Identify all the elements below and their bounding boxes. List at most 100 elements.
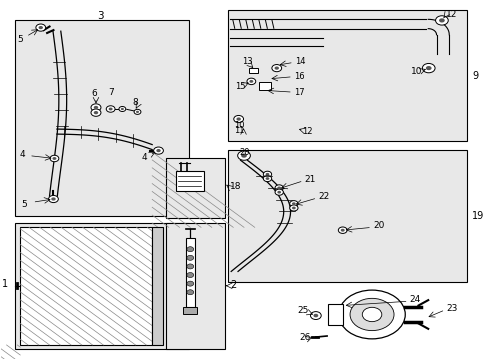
Circle shape (121, 108, 124, 110)
Circle shape (154, 147, 163, 154)
Text: 18: 18 (230, 182, 242, 191)
Text: 11: 11 (234, 126, 244, 135)
Bar (228, 10, 467, 140)
Text: 20: 20 (239, 148, 249, 157)
Text: 13: 13 (243, 57, 253, 66)
Bar (228, 149, 467, 282)
Text: 1: 1 (1, 279, 8, 289)
Bar (152, 227, 163, 345)
Circle shape (272, 64, 282, 72)
Circle shape (156, 149, 161, 152)
Circle shape (290, 201, 298, 207)
Bar (249, 68, 258, 73)
Text: 25: 25 (298, 306, 309, 315)
Text: 5: 5 (22, 200, 27, 209)
Circle shape (94, 106, 98, 109)
Circle shape (339, 290, 405, 339)
Text: 26: 26 (300, 333, 311, 342)
Bar (20, 227, 152, 345)
Text: 19: 19 (472, 211, 485, 221)
Bar (15, 21, 189, 216)
Circle shape (187, 290, 194, 295)
Text: 4: 4 (19, 150, 25, 159)
Bar (183, 307, 197, 314)
Circle shape (341, 229, 344, 231)
Text: 12: 12 (302, 127, 313, 136)
Circle shape (187, 247, 194, 252)
Circle shape (119, 107, 126, 112)
Circle shape (350, 298, 394, 330)
Circle shape (290, 205, 298, 211)
Text: 14: 14 (295, 57, 306, 66)
Text: 24: 24 (410, 294, 421, 303)
Circle shape (277, 186, 281, 189)
Bar (328, 304, 343, 325)
Text: 16: 16 (294, 72, 304, 81)
Circle shape (109, 108, 113, 111)
Text: 17: 17 (294, 87, 304, 96)
Circle shape (136, 111, 139, 113)
Bar (186, 238, 195, 307)
Text: 8: 8 (133, 98, 138, 107)
Circle shape (187, 273, 194, 278)
Text: 22: 22 (318, 192, 330, 201)
Text: 15: 15 (235, 82, 245, 91)
Text: 2: 2 (230, 280, 237, 290)
Circle shape (187, 255, 194, 260)
Circle shape (247, 78, 256, 85)
Circle shape (314, 314, 318, 317)
Circle shape (311, 312, 321, 319)
Bar (166, 223, 225, 348)
Circle shape (439, 18, 445, 23)
Text: 6: 6 (91, 89, 97, 98)
Text: 5: 5 (17, 35, 23, 44)
Circle shape (292, 207, 296, 210)
Circle shape (274, 67, 279, 70)
Bar (166, 158, 225, 218)
Text: 7: 7 (108, 87, 114, 96)
Circle shape (234, 116, 244, 123)
Bar (15, 223, 189, 348)
Circle shape (39, 26, 43, 29)
Circle shape (426, 66, 432, 70)
Text: 9: 9 (472, 71, 478, 81)
Circle shape (106, 106, 115, 112)
Circle shape (275, 185, 283, 191)
Circle shape (277, 191, 281, 194)
Circle shape (52, 157, 56, 160)
Circle shape (50, 155, 59, 162)
Text: 4: 4 (142, 153, 147, 162)
Text: 23: 23 (446, 304, 458, 313)
Text: 12: 12 (446, 10, 458, 19)
Text: 20: 20 (373, 221, 384, 230)
Circle shape (266, 177, 270, 180)
Circle shape (238, 151, 250, 160)
Circle shape (422, 63, 435, 73)
Circle shape (275, 189, 283, 195)
Text: 10: 10 (234, 121, 244, 130)
Text: 21: 21 (305, 175, 316, 184)
Circle shape (266, 173, 270, 176)
Circle shape (51, 197, 56, 201)
Circle shape (362, 307, 382, 321)
Circle shape (249, 80, 253, 83)
Bar (175, 171, 204, 191)
Circle shape (49, 195, 58, 203)
Circle shape (187, 281, 194, 286)
Circle shape (94, 111, 98, 114)
Text: 10: 10 (411, 67, 423, 76)
Circle shape (187, 264, 194, 269)
Bar (259, 82, 271, 90)
Circle shape (338, 227, 347, 233)
Circle shape (263, 171, 271, 177)
Circle shape (91, 104, 101, 111)
Circle shape (292, 202, 296, 205)
Circle shape (91, 109, 101, 116)
Circle shape (36, 24, 46, 31)
Circle shape (241, 153, 247, 158)
Circle shape (436, 16, 448, 25)
Circle shape (134, 109, 141, 114)
Text: 3: 3 (98, 11, 104, 21)
Circle shape (263, 176, 271, 181)
Circle shape (237, 117, 241, 121)
